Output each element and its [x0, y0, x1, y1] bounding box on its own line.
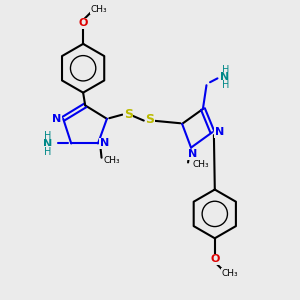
Text: CH₃: CH₃: [90, 4, 107, 14]
Text: N: N: [188, 149, 197, 159]
Text: H: H: [221, 80, 229, 90]
Text: CH₃: CH₃: [192, 160, 209, 169]
Text: H: H: [221, 65, 229, 75]
Text: O: O: [78, 18, 88, 28]
Text: S: S: [124, 107, 133, 121]
Text: N: N: [43, 139, 52, 149]
Text: S: S: [145, 113, 154, 127]
Text: O: O: [210, 254, 220, 264]
Text: H: H: [44, 131, 52, 141]
Text: N: N: [220, 73, 229, 82]
Text: N: N: [215, 127, 224, 137]
Text: N: N: [52, 114, 61, 124]
Text: H: H: [44, 147, 52, 157]
Text: N: N: [100, 139, 109, 148]
Text: CH₃: CH₃: [222, 268, 238, 278]
Text: CH₃: CH₃: [103, 156, 120, 165]
